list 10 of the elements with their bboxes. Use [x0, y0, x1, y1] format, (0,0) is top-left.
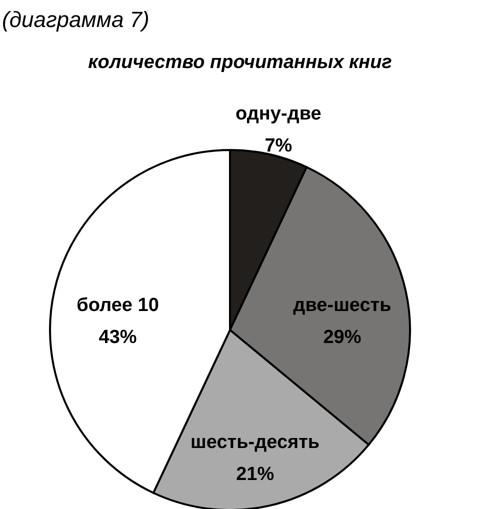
slice-label: одну-две	[236, 103, 322, 124]
slice-label: две-шесть	[293, 294, 392, 316]
data-label: 7%	[264, 135, 292, 156]
data-label: 43%	[98, 326, 137, 348]
slice-label: более 10	[76, 294, 159, 316]
data-label: 29%	[323, 326, 362, 348]
slice-label: шесть-десять	[190, 432, 320, 454]
chart-title: (диаграмма 7)	[2, 7, 150, 32]
data-label: 21%	[236, 464, 274, 486]
chart-subtitle: количество прочитанных книг	[88, 52, 392, 73]
